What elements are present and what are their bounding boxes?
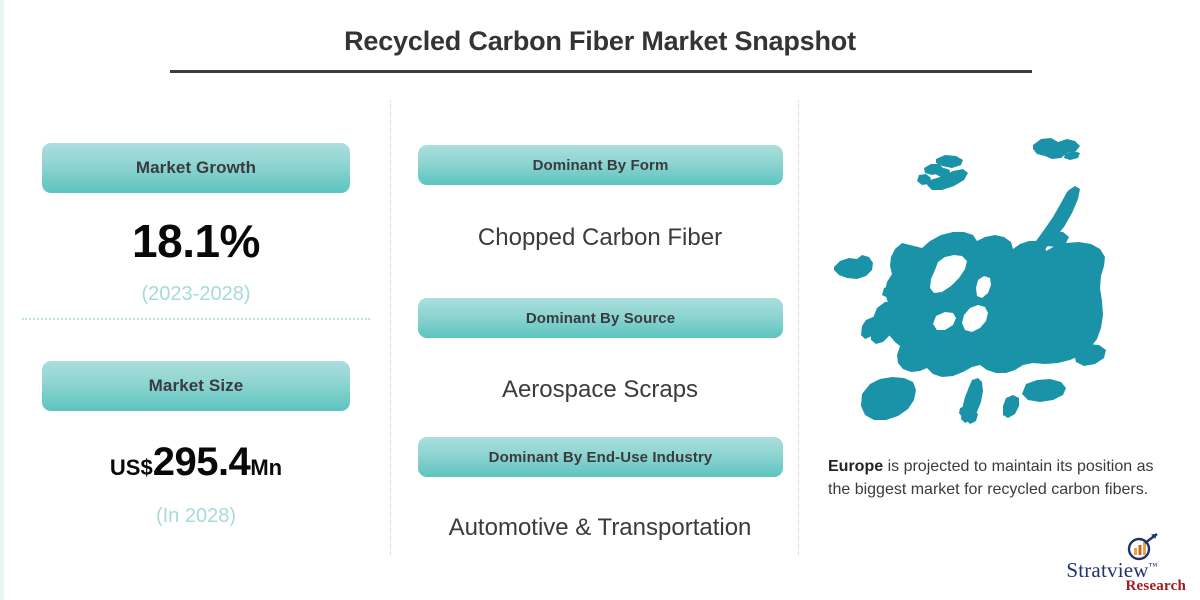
market-size-currency: US$ — [109, 455, 153, 480]
dominant-by-end-use-value: Automotive & Transportation — [448, 514, 752, 541]
divider-left-middle — [390, 100, 391, 555]
logo-name-text: Stratview — [1066, 558, 1149, 582]
title-underline-rule — [170, 70, 1032, 73]
market-size-value: US$295.4Mn — [42, 440, 350, 485]
market-size-label: Market Size — [148, 376, 244, 395]
market-size-unit: Mn — [250, 455, 283, 480]
europe-map-icon — [820, 112, 1165, 432]
dominant-by-end-use-label: Dominant By End-Use Industry — [488, 448, 713, 466]
region-note: Europe is projected to maintain its posi… — [828, 455, 1158, 501]
region-note-highlight: Europe — [828, 458, 884, 475]
dominant-by-form-label: Dominant By Form — [532, 156, 669, 174]
logo-trademark: ™ — [1148, 561, 1158, 571]
dominant-by-source-pill: Dominant By Source — [418, 298, 783, 338]
market-size-pill: Market Size — [42, 361, 350, 411]
market-size-number: 295.4 — [152, 440, 251, 484]
page-title: Recycled Carbon Fiber Market Snapshot — [344, 26, 856, 56]
logo-subtitle: Research — [1125, 578, 1186, 594]
divider-growth-size — [22, 318, 370, 320]
market-growth-period: (2023-2028) — [141, 283, 251, 305]
dominant-by-end-use-pill: Dominant By End-Use Industry — [418, 437, 783, 477]
magnifier-bar-chart-icon — [1124, 532, 1160, 562]
divider-middle-right — [798, 100, 799, 555]
market-growth-value: 18.1% — [132, 215, 260, 267]
logo-wordmark: Stratview™ — [1046, 558, 1178, 583]
dominant-by-source-value: Aerospace Scraps — [501, 376, 699, 403]
dominant-by-form-value: Chopped Carbon Fiber — [477, 224, 723, 251]
market-growth-pill: Market Growth — [42, 143, 350, 193]
dominant-by-source-label: Dominant By Source — [525, 309, 676, 327]
region-note-text: is projected to maintain its position as… — [828, 458, 1154, 499]
market-growth-label: Market Growth — [135, 158, 257, 177]
market-size-period: (In 2028) — [155, 505, 237, 527]
dominant-by-form-pill: Dominant By Form — [418, 145, 783, 185]
left-edge-tint — [0, 0, 4, 600]
stratview-research-logo: Stratview™ Research — [1046, 532, 1190, 594]
